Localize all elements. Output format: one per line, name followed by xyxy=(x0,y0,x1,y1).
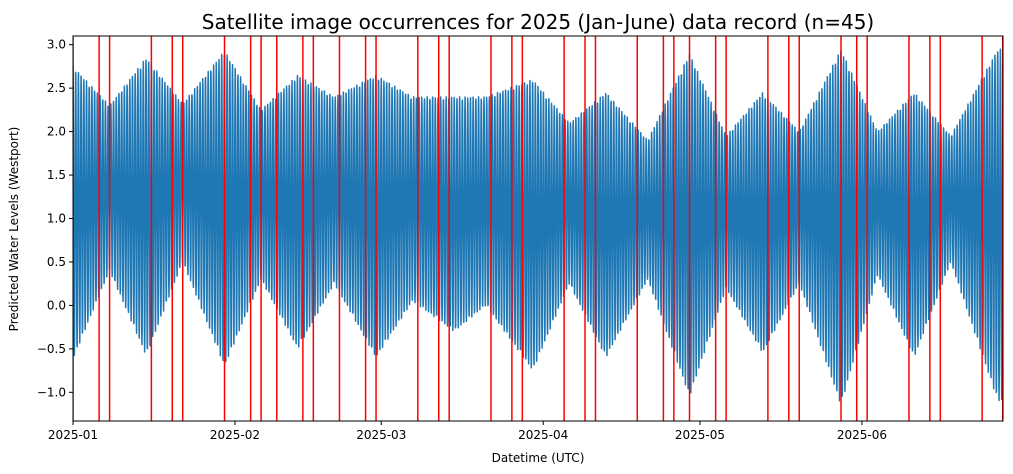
y-tick-label: 0.0 xyxy=(47,298,66,312)
y-tick-label: 2.0 xyxy=(47,125,66,139)
series-line-0 xyxy=(73,48,1003,402)
x-tick-label: 2025-04 xyxy=(518,428,568,442)
x-axis-label: Datetime (UTC) xyxy=(492,451,585,465)
x-axis: 2025-01 2025-02 2025-03 2025-04 2025-05 2025-… xyxy=(48,421,887,442)
y-tick-label: 1.5 xyxy=(47,168,66,182)
x-tick-label: 2025-03 xyxy=(356,428,406,442)
plot-frame xyxy=(72,35,1004,422)
y-tick-label: 3.0 xyxy=(47,38,66,52)
chart-title: Satellite image occurrences for 2025 (Ja… xyxy=(202,10,874,34)
x-tick-label: 2025-06 xyxy=(837,428,887,442)
y-tick-label: 2.5 xyxy=(47,81,66,95)
y-axis-label: Predicted Water Levels (Westport) xyxy=(7,127,21,332)
plot-area xyxy=(73,36,1003,421)
y-axis: −1.0 −0.5 0.0 0.5 1.0 1.5 2.0 2.5 3.0 xyxy=(37,38,73,399)
y-tick-label: 0.5 xyxy=(47,255,66,269)
y-tick-label: −1.0 xyxy=(37,385,66,399)
y-tick-label: −0.5 xyxy=(37,342,66,356)
x-tick-label: 2025-05 xyxy=(675,428,725,442)
x-tick-label: 2025-02 xyxy=(210,428,260,442)
y-tick-label: 1.0 xyxy=(47,212,66,226)
x-tick-label: 2025-01 xyxy=(48,428,98,442)
